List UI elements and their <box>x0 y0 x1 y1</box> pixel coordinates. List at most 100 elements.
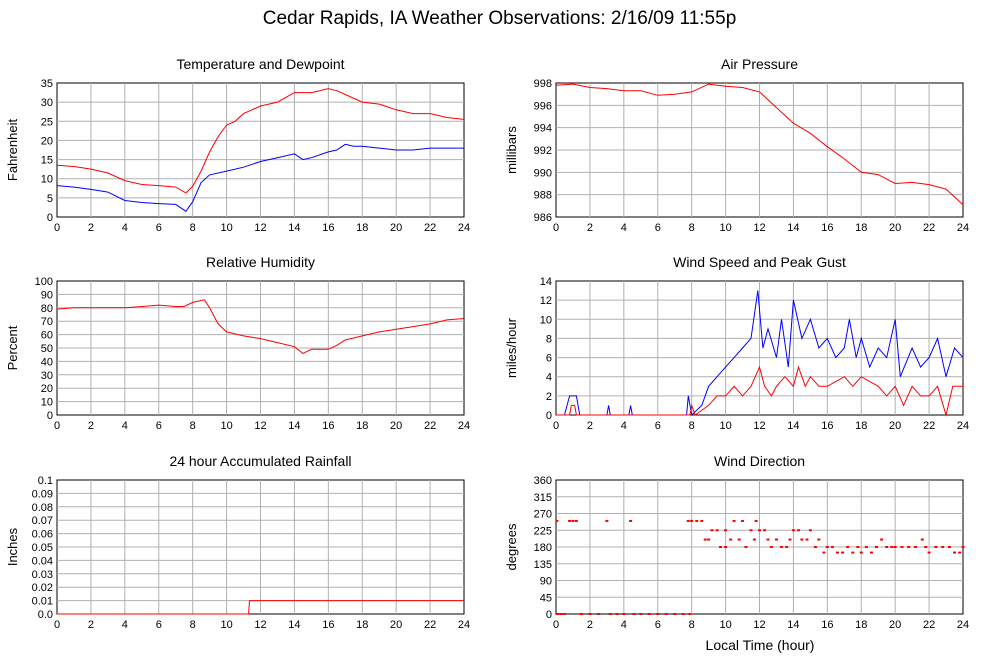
series-line-red <box>555 83 964 206</box>
y-tick-label: 5 <box>47 193 53 205</box>
y-tick-label: 10 <box>41 174 53 186</box>
data-point <box>927 551 931 554</box>
data-point <box>875 546 879 548</box>
x-tick-label: 8 <box>190 222 196 234</box>
y-tick-label: 20 <box>41 135 53 147</box>
data-point <box>752 538 756 541</box>
chart-title: Air Pressure <box>721 56 798 72</box>
x-tick-label: 10 <box>220 222 232 234</box>
x-tick-label: 4 <box>122 619 128 631</box>
y-tick-label: 0 <box>546 609 552 621</box>
data-point <box>791 529 795 532</box>
y-axis-label: Inches <box>5 527 20 566</box>
y-tick-label: 0.08 <box>32 502 53 514</box>
data-point <box>588 613 592 615</box>
y-tick-label: 90 <box>41 289 53 301</box>
x-tick-label: 2 <box>88 420 94 432</box>
x-tick-label: 6 <box>655 619 661 631</box>
data-point <box>774 538 778 541</box>
chart-title: 24 hour Accumulated Rainfall <box>169 453 351 469</box>
data-point <box>647 613 651 615</box>
x-tick-label: 22 <box>923 420 935 432</box>
x-tick-label: 2 <box>88 619 94 631</box>
data-point <box>571 519 575 522</box>
data-point <box>900 546 904 548</box>
x-tick-label: 16 <box>322 222 334 234</box>
data-point <box>958 551 962 554</box>
data-point <box>673 613 677 615</box>
data-point <box>559 613 563 615</box>
data-point <box>703 538 707 541</box>
data-point <box>841 551 845 554</box>
data-point <box>758 529 761 532</box>
y-axis-label: miles/hour <box>504 317 519 378</box>
y-tick-label: 992 <box>534 145 552 157</box>
y-axis-label: degrees <box>504 523 519 570</box>
data-point <box>744 546 748 548</box>
x-tick-label: 18 <box>855 619 867 631</box>
x-tick-label: 16 <box>821 619 833 631</box>
data-point <box>715 529 719 532</box>
data-point <box>707 538 711 541</box>
y-tick-label: 0.1 <box>38 475 53 487</box>
x-tick-label: 8 <box>689 222 695 234</box>
data-point <box>856 546 860 548</box>
data-point <box>724 529 728 532</box>
data-point <box>596 613 600 615</box>
data-point <box>961 546 965 548</box>
data-point <box>629 519 633 522</box>
data-point <box>788 538 792 541</box>
data-point <box>885 546 889 548</box>
data-point <box>688 613 692 615</box>
x-axis-label-bottom: Local Time (hour) <box>706 637 815 653</box>
x-tick-label: 6 <box>156 619 162 631</box>
y-tick-label: 990 <box>534 167 552 179</box>
y-tick-label: 0.01 <box>32 596 53 608</box>
x-tick-label: 0 <box>54 222 60 234</box>
y-tick-label: 30 <box>41 97 53 109</box>
series-line-red <box>57 600 464 615</box>
x-tick-label: 24 <box>458 222 470 234</box>
data-point <box>690 519 694 522</box>
x-tick-label: 6 <box>156 420 162 432</box>
series-line-red <box>556 365 963 417</box>
data-point <box>700 519 704 522</box>
data-point <box>859 551 863 554</box>
data-point <box>769 546 773 548</box>
x-tick-label: 24 <box>957 619 969 631</box>
data-point <box>555 519 559 522</box>
x-tick-label: 12 <box>753 222 765 234</box>
data-point <box>568 519 572 522</box>
x-tick-label: 24 <box>458 619 470 631</box>
data-point <box>724 546 728 548</box>
y-tick-label: 60 <box>41 330 53 342</box>
x-tick-label: 0 <box>553 222 559 234</box>
x-tick-label: 4 <box>621 222 627 234</box>
y-tick-label: 986 <box>534 212 552 224</box>
x-tick-label: 8 <box>689 619 695 631</box>
y-tick-label: 10 <box>41 397 53 409</box>
x-tick-label: 14 <box>787 619 799 631</box>
x-tick-label: 10 <box>719 222 731 234</box>
y-tick-label: 12 <box>540 295 552 307</box>
data-point <box>608 613 612 615</box>
data-point <box>556 613 560 615</box>
x-tick-label: 16 <box>821 420 833 432</box>
x-tick-label: 18 <box>855 420 867 432</box>
y-tick-label: 15 <box>41 155 53 167</box>
y-tick-label: 70 <box>41 316 53 328</box>
y-tick-label: 180 <box>534 542 552 554</box>
x-tick-label: 10 <box>220 420 232 432</box>
data-point <box>907 546 911 548</box>
x-tick-label: 20 <box>889 222 901 234</box>
y-tick-label: 988 <box>534 190 552 202</box>
data-point <box>737 538 741 541</box>
data-point <box>822 551 826 554</box>
data-point <box>800 538 804 541</box>
x-tick-label: 20 <box>889 420 901 432</box>
y-tick-label: 135 <box>534 559 552 571</box>
x-tick-label: 2 <box>587 222 593 234</box>
